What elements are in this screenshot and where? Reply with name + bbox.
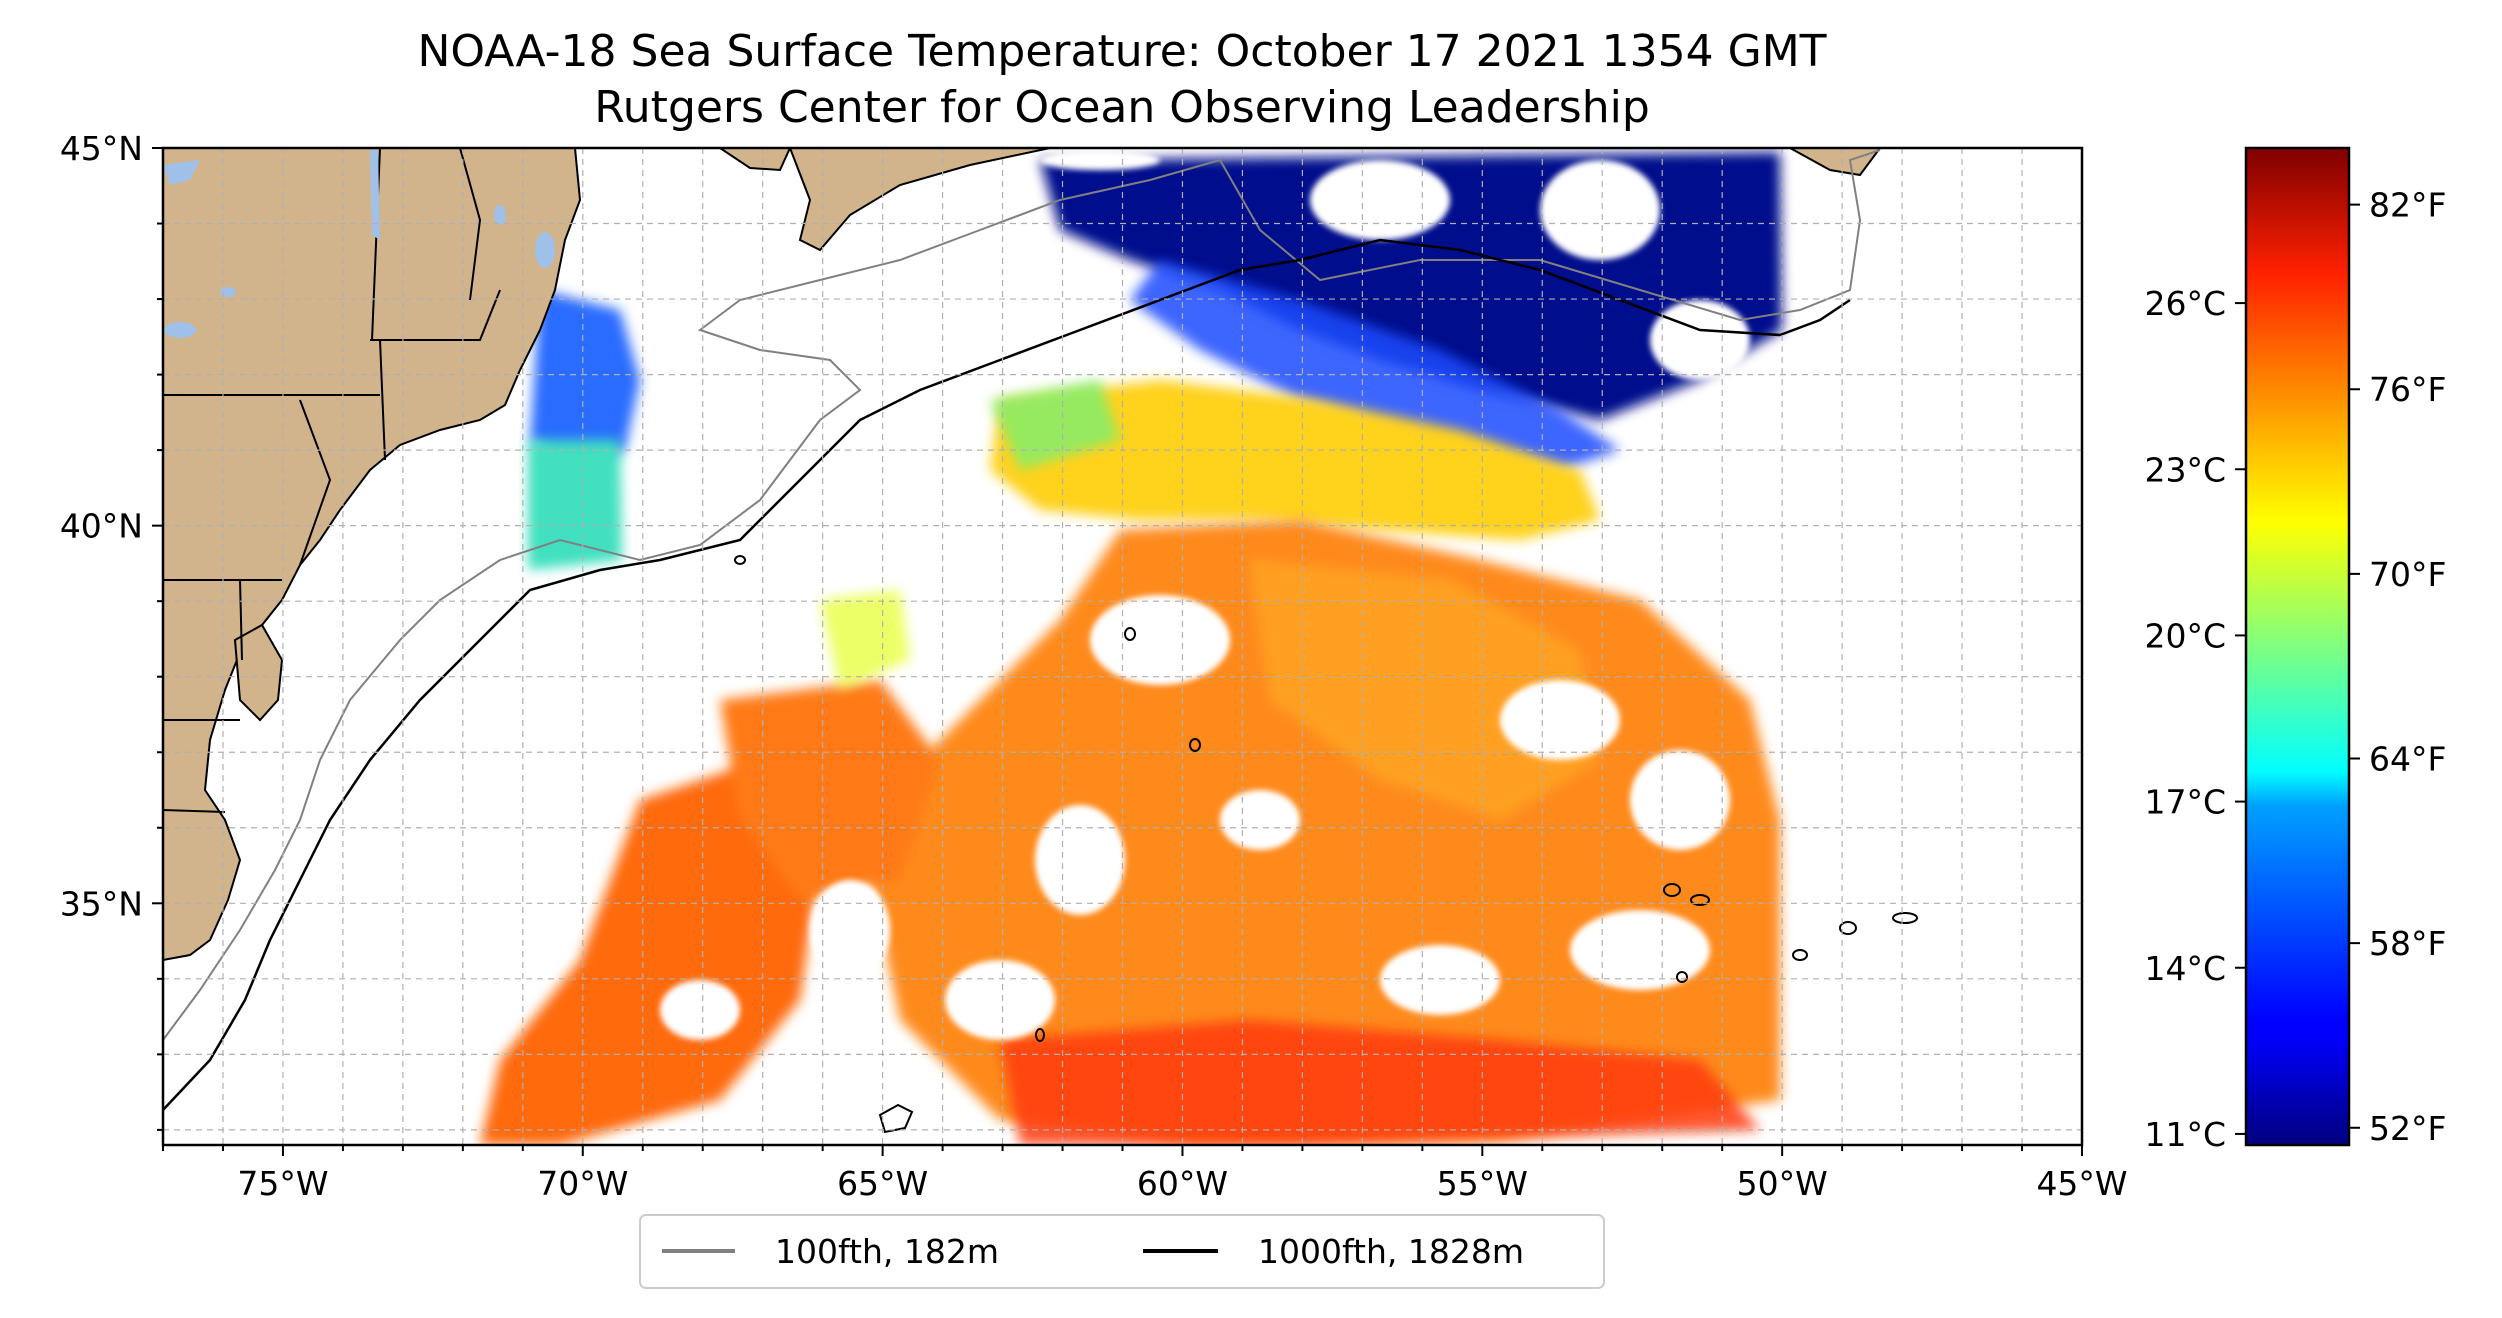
legend-box: [639, 1214, 1605, 1289]
fahrenheit-tick-label: 70°F: [2369, 555, 2446, 594]
land: [163, 148, 1882, 962]
legend: 100fth, 182m 1000fth, 1828m: [639, 1214, 1605, 1289]
fahrenheit-tick-label: 64°F: [2369, 740, 2446, 779]
title-line-2: Rutgers Center for Ocean Observing Leade…: [594, 82, 1650, 133]
sst-warm-west: [480, 760, 820, 1145]
celsius-tick-label: 20°C: [2144, 616, 2226, 655]
fahrenheit-tick-label: 76°F: [2369, 370, 2446, 409]
celsius-tick-label: 14°C: [2144, 949, 2226, 988]
sst-warm-midwest: [720, 680, 940, 900]
land-newfoundland-tip: [1789, 148, 1882, 177]
celsius-tick-label: 26°C: [2144, 284, 2226, 323]
celsius-tick-label: 17°C: [2144, 783, 2226, 822]
land-nova-scotia: [788, 148, 1051, 252]
sst-gulf-of-maine: [530, 290, 640, 470]
sst-shelf-cyan: [528, 440, 622, 570]
sst-green-front: [990, 380, 1120, 470]
colorbar-ticks: 11°C 14°C 17°C 20°C 23°C 26°C 52°F 58°F 64°F 70°F…: [2144, 186, 2446, 1154]
lat-tick-label: 40°N: [60, 507, 143, 546]
lon-tick-label: 70°W: [537, 1164, 628, 1203]
land-us-east: [163, 148, 582, 962]
fahrenheit-tick-label: 82°F: [2369, 186, 2446, 225]
colorbar-gradient: [2244, 146, 2351, 1147]
fahrenheit-tick-label: 58°F: [2369, 924, 2446, 963]
isobath-1000fth: [163, 238, 1851, 1111]
lon-tick-label: 65°W: [837, 1164, 928, 1203]
land-maritimes-north: [718, 148, 792, 172]
celsius-tick-label: 11°C: [2144, 1115, 2226, 1154]
map-axes: 75°W 70°W 65°W 60°W 55°W 50°W 45°W 45°N 40°N 35°N: [60, 129, 2128, 1203]
sst-yellow-patches: [820, 590, 910, 690]
isobath-100fth: [163, 149, 1881, 1041]
gridlines: [163, 148, 2082, 1145]
lon-tick-label: 55°W: [1437, 1164, 1528, 1203]
title-line-1: NOAA-18 Sea Surface Temperature: October…: [417, 26, 1826, 77]
sst-warm-east: [1250, 560, 1600, 820]
lon-tick-label: 45°W: [2036, 1164, 2127, 1203]
colorbar: 11°C 14°C 17°C 20°C 23°C 26°C 52°F 58°F 64°F 70°F…: [2144, 146, 2446, 1154]
lon-tick-label: 50°W: [1737, 1164, 1828, 1203]
sst-hot-south: [1000, 1020, 1760, 1145]
lat-tick-label: 45°N: [60, 129, 143, 168]
fahrenheit-tick-label: 52°F: [2369, 1109, 2446, 1148]
lat-tick-label: 35°N: [60, 884, 143, 923]
bermuda-island: [878, 1103, 914, 1134]
land-delmarva: [233, 623, 284, 722]
lon-tick-label: 75°W: [237, 1164, 328, 1203]
sst-blue-band: [1130, 260, 1620, 470]
map-area: [163, 148, 2082, 1145]
lakes: [163, 150, 555, 338]
sst-gulf-stream: [990, 380, 1600, 540]
seamounts: [734, 555, 1918, 1134]
lon-tick-label: 60°W: [1137, 1164, 1228, 1203]
legend-label-1000fth: 1000fth, 1828m: [1258, 1232, 1524, 1271]
cloud-gaps: [660, 150, 1790, 1040]
legend-label-100fth: 100fth, 182m: [775, 1232, 999, 1271]
celsius-tick-label: 23°C: [2144, 450, 2226, 489]
